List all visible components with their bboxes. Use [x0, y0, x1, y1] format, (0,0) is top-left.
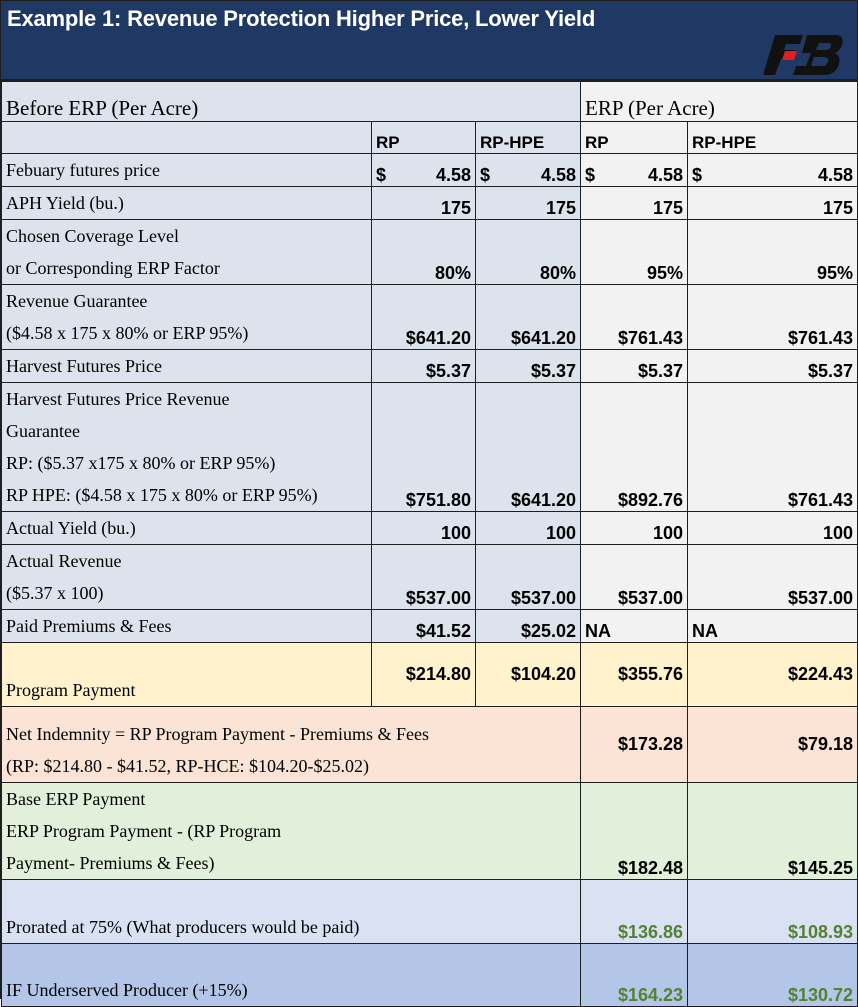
row-label: Program Payment: [1, 642, 372, 707]
row-label: Febuary futures price: [1, 153, 372, 187]
cell-rp-hpe: $537.00: [474, 544, 582, 610]
cell-erp-rp-hpe: $130.72: [687, 943, 858, 1007]
cell-erp-rp: NA: [580, 609, 689, 643]
cell-erp-rp-hpe: $761.43: [687, 284, 858, 350]
row-label: Chosen Coverage Level or Corresponding ER…: [1, 219, 372, 285]
row-prorated: Prorated at 75% (What producers would be…: [0, 879, 858, 944]
row-program-payment: Program Payment $214.80 $104.20 $355.76 …: [1, 642, 858, 707]
cell-rp: $214.80: [371, 642, 476, 707]
row-harvest-futures-price: Harvest Futures Price $5.37 $5.37 $5.37 …: [1, 349, 858, 383]
section-before-erp: Before ERP (Per Acre): [0, 81, 582, 122]
col-header-rp-hpe: RP-HPE: [474, 121, 582, 154]
row-paid-premiums: Paid Premiums & Fees $41.52 $25.02 NA NA: [1, 609, 858, 643]
row-label: APH Yield (bu.): [1, 186, 372, 220]
cell-rp-hpe: $104.20: [474, 642, 582, 707]
cell-rp-hpe: $25.02: [474, 609, 582, 643]
cell-rp: $751.80: [371, 382, 476, 512]
row-label: Prorated at 75% (What producers would be…: [0, 879, 582, 944]
cell-erp-rp-hpe: 100: [687, 511, 858, 545]
row-label: Revenue Guarantee ($4.58 x 175 x 80% or E…: [1, 284, 372, 350]
row-label: IF Underserved Producer (+15%): [0, 943, 582, 1007]
cell-erp-rp: 175: [580, 186, 689, 220]
row-label: Actual Yield (bu.): [1, 511, 372, 545]
cell-erp-rp: $892.76: [580, 382, 689, 512]
row-actual-yield: Actual Yield (bu.) 100 100 100 100: [1, 511, 858, 545]
cell-erp-rp: $5.37: [580, 349, 689, 383]
cell-erp-rp-hpe: 95%: [687, 219, 858, 285]
title-bar: Example 1: Revenue Protection Higher Pri…: [1, 1, 857, 81]
cell-rp: $537.00: [371, 544, 476, 610]
cell-erp-rp: $537.00: [580, 544, 689, 610]
row-harvest-price-guarantee: Harvest Futures Price Revenue Guarantee RP…: [1, 382, 858, 512]
page-title: Example 1: Revenue Protection Higher Pri…: [7, 6, 596, 31]
cell-erp-rp: $173.28: [580, 706, 689, 783]
cell-erp-rp: 95%: [580, 219, 689, 285]
cell-erp-rp-hpe: $108.93: [687, 879, 858, 944]
row-label: Net Indemnity = RP Program Payment - Pre…: [0, 706, 582, 783]
cell-rp-hpe: $5.37: [474, 349, 582, 383]
cell-erp-rp-hpe: $537.00: [687, 544, 858, 610]
cell-erp-rp-hpe: $79.18: [687, 706, 858, 783]
cell-erp-rp: $182.48: [580, 782, 689, 880]
row-actual-revenue: Actual Revenue ($5.37 x 100) $537.00 $537…: [1, 544, 858, 610]
cell-rp-hpe: $641.20: [474, 382, 582, 512]
cell-erp-rp: $4.58: [580, 153, 689, 187]
cell-erp-rp: 100: [580, 511, 689, 545]
cell-erp-rp-hpe: $761.43: [687, 382, 858, 512]
row-base-erp-payment: Base ERP Payment ERP Program Payment - (R…: [0, 782, 858, 880]
row-net-indemnity: Net Indemnity = RP Program Payment - Pre…: [0, 706, 858, 783]
cell-erp-rp: $164.23: [580, 943, 689, 1007]
row-revenue-guarantee: Revenue Guarantee ($4.58 x 175 x 80% or E…: [1, 284, 858, 350]
cell-erp-rp-hpe: $5.37: [687, 349, 858, 383]
col-header-erp-rp-hpe: RP-HPE: [687, 121, 858, 154]
row-february-futures: Febuary futures price $4.58 $4.58 $4.58 …: [1, 153, 858, 187]
erp-comparison-table: Before ERP (Per Acre) ERP (Per Acre) RP …: [0, 81, 858, 1007]
row-label: Base ERP Payment ERP Program Payment - (R…: [0, 782, 582, 880]
cell-rp: $641.20: [371, 284, 476, 350]
header-empty: [1, 121, 372, 154]
cell-rp-hpe: $641.20: [474, 284, 582, 350]
col-header-rp: RP: [371, 121, 476, 154]
cell-rp: $41.52: [371, 609, 476, 643]
cell-erp-rp-hpe: $145.25: [687, 782, 858, 880]
col-header-erp-rp: RP: [580, 121, 689, 154]
cell-erp-rp-hpe: NA: [687, 609, 858, 643]
row-label: Actual Revenue ($5.37 x 100): [1, 544, 372, 610]
cell-rp-hpe: 100: [474, 511, 582, 545]
row-aph-yield: APH Yield (bu.) 175 175 175 175: [1, 186, 858, 220]
row-label: Paid Premiums & Fees: [1, 609, 372, 643]
cell-rp: 175: [371, 186, 476, 220]
cell-rp-hpe: 175: [474, 186, 582, 220]
cell-erp-rp: $136.86: [580, 879, 689, 944]
row-label: Harvest Futures Price Revenue Guarantee RP…: [1, 382, 372, 512]
cell-rp-hpe: 80%: [474, 219, 582, 285]
cell-erp-rp-hpe: 175: [687, 186, 858, 220]
cell-erp-rp: $761.43: [580, 284, 689, 350]
farm-bureau-logo: [763, 35, 843, 75]
cell-rp: 100: [371, 511, 476, 545]
row-label: Harvest Futures Price: [1, 349, 372, 383]
cell-rp-hpe: $4.58: [474, 153, 582, 187]
section-erp: ERP (Per Acre): [580, 81, 858, 122]
cell-rp: $4.58: [371, 153, 476, 187]
row-coverage-level: Chosen Coverage Level or Corresponding ER…: [1, 219, 858, 285]
cell-erp-rp-hpe: $224.43: [687, 642, 858, 707]
cell-erp-rp: $355.76: [580, 642, 689, 707]
cell-rp: 80%: [371, 219, 476, 285]
cell-erp-rp-hpe: $4.58: [687, 153, 858, 187]
row-underserved: IF Underserved Producer (+15%) $164.23 $…: [0, 943, 858, 1007]
cell-rp: $5.37: [371, 349, 476, 383]
